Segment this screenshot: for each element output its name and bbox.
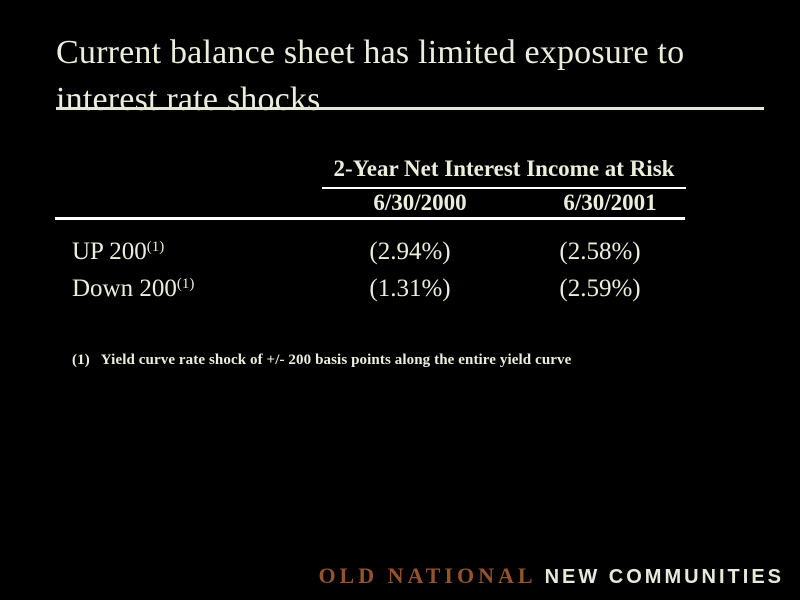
footnote-text: Yield curve rate shock of +/- 200 basis … bbox=[100, 352, 572, 368]
footer-logo: OLD NATIONAL NEW COMMUNITIES bbox=[318, 563, 784, 589]
brand-old-national: OLD NATIONAL bbox=[318, 563, 537, 588]
footnote: (1) Yield curve rate shock of +/- 200 bas… bbox=[72, 352, 571, 369]
row-label: Down 200(1) bbox=[0, 275, 330, 303]
footnote-superscript: (1) bbox=[176, 276, 195, 292]
table-title-underline bbox=[322, 187, 686, 189]
slide-title-line-1: Current balance sheet has limited exposu… bbox=[56, 33, 685, 71]
row-label: UP 200(1) bbox=[0, 238, 330, 266]
slide-title-line-2: interest rate shocks bbox=[56, 80, 321, 118]
row-value-2001: (2.59%) bbox=[559, 275, 641, 302]
slide-title: Current balance sheet has limited exposu… bbox=[56, 29, 768, 123]
brand-new-communities: NEW COMMUNITIES bbox=[544, 566, 784, 588]
row-value-2000: (1.31%) bbox=[369, 275, 451, 302]
footnote-marker: (1) bbox=[72, 352, 90, 368]
row-value-2000: (2.94%) bbox=[369, 238, 451, 265]
row-value-2001: (2.58%) bbox=[559, 238, 641, 265]
row-label-text: UP 200 bbox=[72, 238, 147, 265]
table-title: 2-Year Net Interest Income at Risk bbox=[333, 156, 675, 181]
column-header-2000: 6/30/2000 bbox=[373, 190, 467, 215]
row-label-text: Down 200 bbox=[72, 275, 177, 302]
table-body: UP 200(1) (2.94%) (2.58%) Down 200(1) (1… bbox=[0, 238, 800, 312]
table-row-down-200: Down 200(1) (1.31%) (2.59%) bbox=[0, 275, 800, 312]
title-underline bbox=[56, 107, 764, 110]
column-header-2001: 6/30/2001 bbox=[563, 190, 657, 215]
footnote-superscript: (1) bbox=[146, 239, 165, 255]
table-row-up-200: UP 200(1) (2.94%) (2.58%) bbox=[0, 238, 800, 275]
table-header-rule bbox=[55, 217, 685, 220]
